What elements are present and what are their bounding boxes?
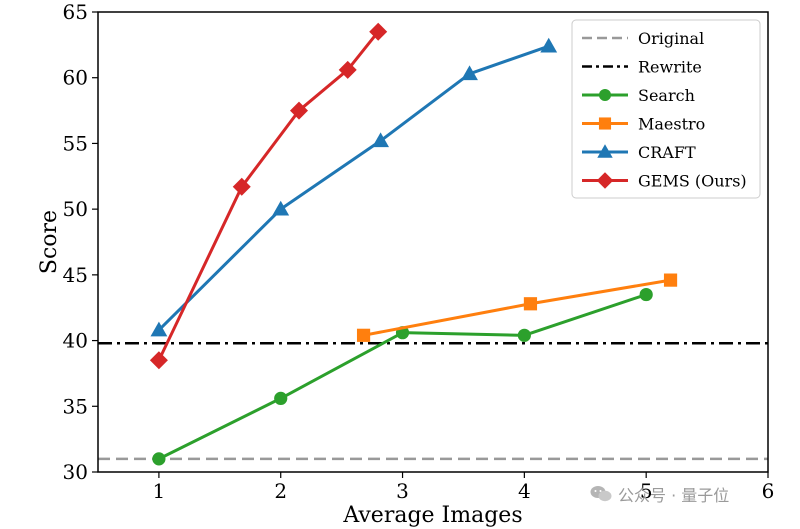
y-tick-label: 50 <box>63 197 88 221</box>
legend-item: Rewrite <box>582 58 702 77</box>
legend: Original Rewrite Search Maestro CRAFT GEMS (O… <box>571 19 761 199</box>
y-tick-label: 60 <box>63 66 88 90</box>
data-point <box>338 60 357 79</box>
legend-label: Search <box>638 86 695 105</box>
y-tick-label: 35 <box>63 394 88 418</box>
legend-label: GEMS (Ours) <box>638 172 747 191</box>
data-point <box>272 200 290 216</box>
data-point <box>372 132 390 148</box>
data-point <box>150 321 168 337</box>
reference-lines <box>98 341 768 461</box>
legend-item: CRAFT <box>582 143 696 162</box>
legend-item: Maestro <box>582 115 705 134</box>
data-point <box>461 65 478 81</box>
y-tick-label: 40 <box>63 329 88 353</box>
data-point <box>596 172 614 189</box>
plot-frame <box>97 11 769 473</box>
y-tick-label: 30 <box>63 460 88 484</box>
x-tick-label: 4 <box>518 479 531 503</box>
series-gems-ours <box>149 22 388 370</box>
x-tick-label: 3 <box>396 479 409 503</box>
y-tick-label: 65 <box>63 0 88 24</box>
data-point <box>369 22 388 41</box>
series-craft <box>150 37 558 337</box>
x-tick-label: 6 <box>762 479 775 503</box>
x-axis-ticks: 1 2 3 4 5 6 <box>153 472 775 503</box>
y-axis-ticks: 30 35 40 45 50 55 60 65 <box>63 0 98 484</box>
series-line <box>363 278 671 337</box>
data-point <box>639 287 653 302</box>
series-line <box>157 44 550 332</box>
legend-label: CRAFT <box>638 143 696 162</box>
legend-label: Maestro <box>638 115 705 134</box>
data-point <box>356 328 371 342</box>
data-point <box>663 273 678 287</box>
series-line <box>157 30 380 361</box>
x-tick-label: 1 <box>153 479 166 503</box>
data-point <box>598 117 612 130</box>
x-tick-label: 5 <box>640 479 653 503</box>
data-point <box>149 351 168 370</box>
watermark: 公众号 · 量子位 <box>590 482 729 506</box>
data-point <box>274 391 288 405</box>
legend-label: Rewrite <box>638 58 702 77</box>
data-point <box>517 328 531 342</box>
wechat-icon <box>590 486 612 502</box>
data-point <box>290 101 308 120</box>
legend-item: GEMS (Ours) <box>582 172 747 191</box>
legend-item: Search <box>582 86 695 105</box>
watermark-text: 公众号 · 量子位 <box>618 486 730 505</box>
legend-label: Original <box>638 29 704 48</box>
data-point <box>540 37 558 53</box>
x-tick-label: 2 <box>274 479 287 503</box>
series-search <box>152 287 653 466</box>
data-point <box>523 297 538 311</box>
x-axis-label: Average Images <box>342 503 522 528</box>
series-line <box>158 293 647 461</box>
data-point <box>597 144 613 158</box>
y-tick-label: 45 <box>63 263 88 287</box>
series-group <box>149 22 678 466</box>
data-point <box>598 88 612 102</box>
legend-item: Original <box>582 29 704 48</box>
y-axis-label: Score <box>37 210 62 274</box>
data-point <box>232 177 251 196</box>
series-maestro <box>356 273 678 342</box>
y-tick-label: 55 <box>63 131 88 155</box>
data-point <box>152 452 166 466</box>
